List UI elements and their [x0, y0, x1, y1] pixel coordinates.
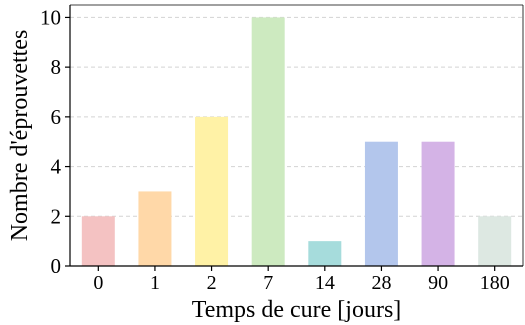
y-tick-label-8: 8 — [51, 55, 62, 79]
y-tick-label-2: 2 — [51, 204, 62, 228]
x-tick-label-7: 7 — [263, 272, 273, 294]
bar-90 — [421, 141, 455, 266]
y-axis-label: Nombre d'éprouvettes — [7, 30, 33, 242]
bar-180 — [478, 216, 512, 266]
y-ticks: 0 2 4 6 8 10 — [40, 5, 70, 278]
bars — [81, 17, 512, 266]
bar-28 — [364, 141, 398, 266]
y-tick-label-6: 6 — [51, 105, 62, 129]
x-tick-label-1: 1 — [150, 272, 160, 294]
x-tick-label-2: 2 — [207, 272, 217, 294]
x-axis-label: Temps de cure [jours] — [192, 297, 402, 323]
x-tick-label-90: 90 — [428, 272, 448, 294]
y-tick-label-10: 10 — [40, 5, 61, 29]
bar-2 — [195, 116, 229, 266]
bar-0 — [81, 216, 115, 266]
bar-7 — [251, 17, 285, 266]
bar-1 — [138, 191, 172, 266]
bar-14 — [308, 241, 342, 266]
y-tick-label-0: 0 — [51, 254, 62, 278]
x-tick-label-0: 0 — [93, 272, 103, 294]
axes — [69, 4, 524, 267]
y-tick-label-4: 4 — [51, 155, 62, 179]
x-tick-label-180: 180 — [480, 272, 510, 294]
x-tick-label-28: 28 — [371, 272, 391, 294]
x-tick-label-14: 14 — [315, 272, 335, 294]
grid-lines — [70, 16, 523, 217]
x-ticks: 0 1 2 7 14 28 90 180 — [93, 266, 510, 294]
